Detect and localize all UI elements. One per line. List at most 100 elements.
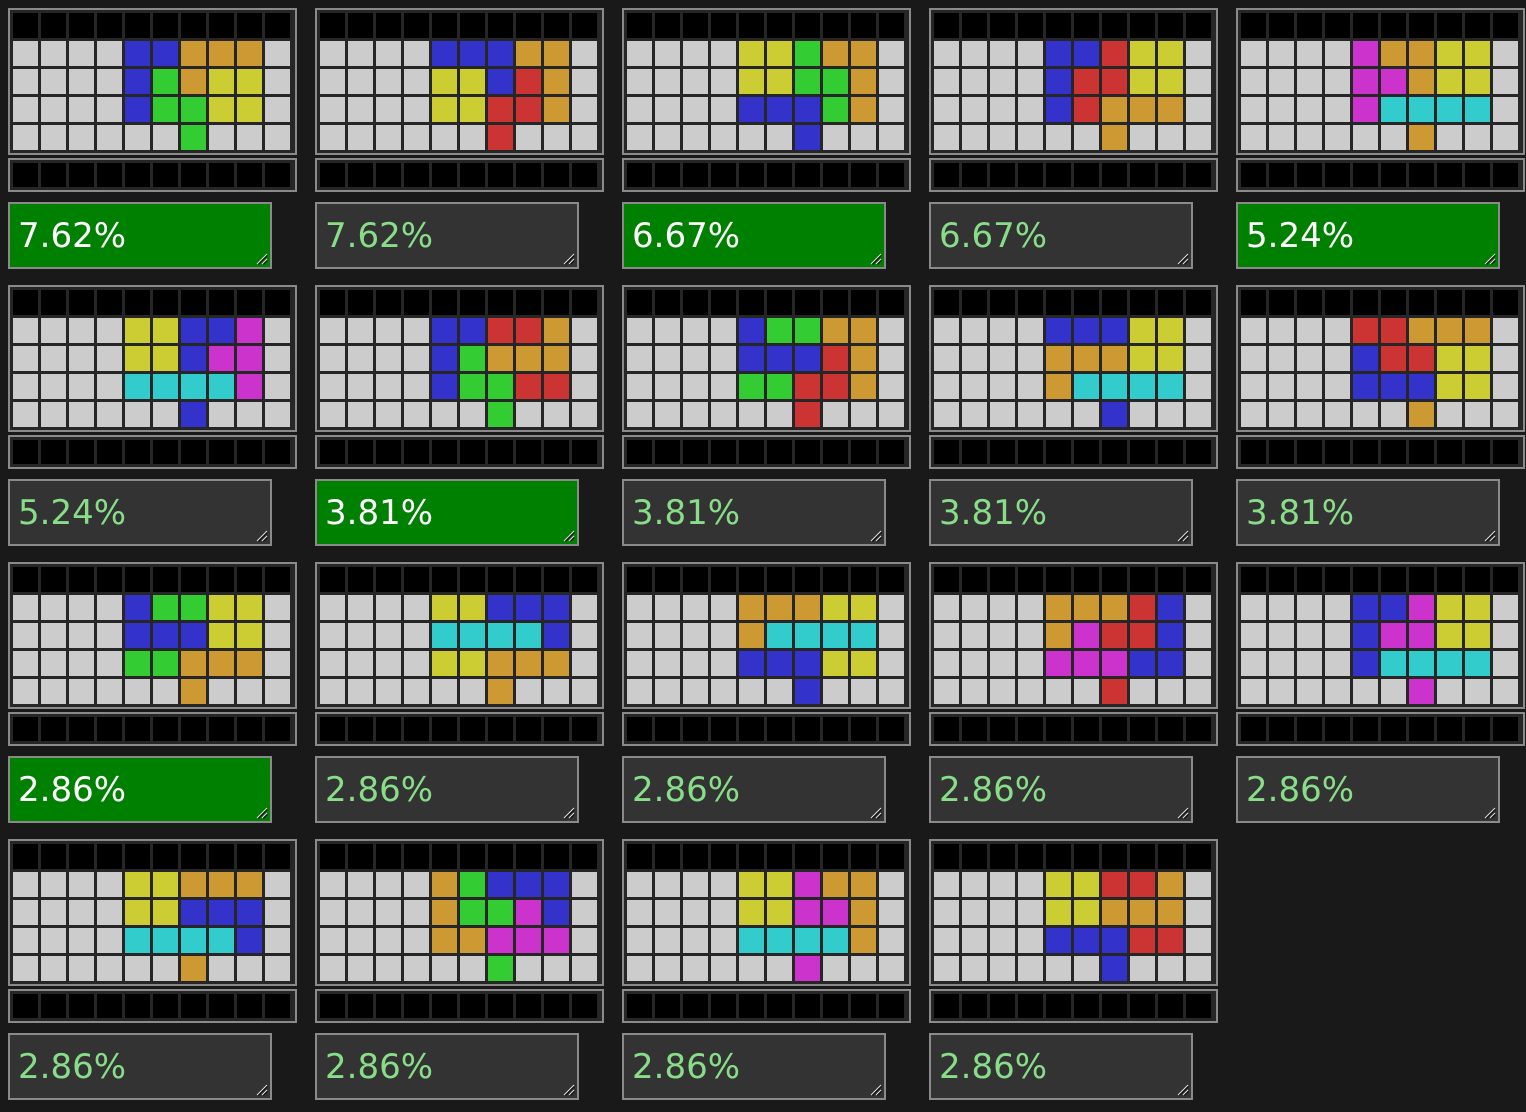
black-cell xyxy=(181,994,206,1018)
probability-label[interactable]: 3.81% xyxy=(1236,479,1500,546)
empty-cell xyxy=(683,956,708,981)
empty-cell xyxy=(1297,623,1322,648)
black-cell xyxy=(13,994,38,1018)
resize-grip-icon[interactable] xyxy=(1175,251,1189,265)
probability-label[interactable]: 7.62% xyxy=(8,202,272,269)
probability-label[interactable]: 3.81% xyxy=(929,479,1193,546)
empty-cell xyxy=(1325,651,1350,676)
black-cell xyxy=(544,994,569,1018)
resize-grip-icon[interactable] xyxy=(254,805,268,819)
probability-label[interactable]: 2.86% xyxy=(315,1033,579,1100)
resize-grip-icon[interactable] xyxy=(1175,1082,1189,1096)
empty-cell xyxy=(1381,679,1406,704)
probability-label[interactable]: 2.86% xyxy=(8,756,272,823)
black-cell xyxy=(1130,717,1155,741)
empty-cell xyxy=(1269,69,1294,94)
black-cell xyxy=(1269,567,1294,592)
resize-grip-icon[interactable] xyxy=(561,251,575,265)
empty-cell xyxy=(627,402,652,427)
probability-label[interactable]: 2.86% xyxy=(1236,756,1500,823)
piece-cell xyxy=(488,956,513,981)
empty-cell xyxy=(879,651,904,676)
piece-cell xyxy=(1074,69,1099,94)
resize-grip-icon[interactable] xyxy=(868,528,882,542)
solution-panel-10: 3.81% xyxy=(1236,285,1525,546)
resize-grip-icon[interactable] xyxy=(1482,805,1496,819)
empty-cell xyxy=(153,956,178,981)
resize-grip-icon[interactable] xyxy=(254,1082,268,1096)
piece-cell xyxy=(460,346,485,371)
black-cell xyxy=(320,567,345,592)
piece-cell xyxy=(181,69,206,94)
black-cell xyxy=(851,290,876,315)
black-cell xyxy=(572,13,597,38)
black-cell xyxy=(237,13,262,38)
board-grid xyxy=(8,8,297,155)
probability-label[interactable]: 2.86% xyxy=(622,1033,886,1100)
black-cell xyxy=(516,163,541,187)
probability-label[interactable]: 5.24% xyxy=(1236,202,1500,269)
empty-cell xyxy=(320,651,345,676)
empty-cell xyxy=(348,928,373,953)
black-cell xyxy=(1437,163,1462,187)
empty-cell xyxy=(265,872,290,897)
probability-label[interactable]: 2.86% xyxy=(8,1033,272,1100)
piece-cell xyxy=(767,623,792,648)
empty-cell xyxy=(823,679,848,704)
probability-label[interactable]: 6.67% xyxy=(622,202,886,269)
resize-grip-icon[interactable] xyxy=(1482,528,1496,542)
black-cell xyxy=(97,290,122,315)
piece-cell xyxy=(516,872,541,897)
empty-cell xyxy=(879,97,904,122)
empty-cell xyxy=(376,956,401,981)
piece-cell xyxy=(1465,318,1490,343)
piece-cell xyxy=(153,69,178,94)
empty-cell xyxy=(69,900,94,925)
probability-label[interactable]: 2.86% xyxy=(622,756,886,823)
resize-grip-icon[interactable] xyxy=(868,805,882,819)
piece-cell xyxy=(237,69,262,94)
probability-label[interactable]: 5.24% xyxy=(8,479,272,546)
probability-label[interactable]: 2.86% xyxy=(929,1033,1193,1100)
resize-grip-icon[interactable] xyxy=(868,1082,882,1096)
empty-cell xyxy=(348,623,373,648)
piece-cell xyxy=(460,318,485,343)
black-cell xyxy=(851,163,876,187)
resize-grip-icon[interactable] xyxy=(1482,251,1496,265)
resize-grip-icon[interactable] xyxy=(868,251,882,265)
probability-label[interactable]: 3.81% xyxy=(315,479,579,546)
probability-label[interactable]: 2.86% xyxy=(315,756,579,823)
piece-cell xyxy=(767,872,792,897)
empty-cell xyxy=(1325,679,1350,704)
probability-text: 5.24% xyxy=(1246,215,1355,256)
probability-label[interactable]: 3.81% xyxy=(622,479,886,546)
black-cell xyxy=(376,290,401,315)
piece-cell xyxy=(125,651,150,676)
resize-grip-icon[interactable] xyxy=(561,1082,575,1096)
empty-cell xyxy=(153,679,178,704)
empty-cell xyxy=(320,402,345,427)
piece-cell xyxy=(795,97,820,122)
empty-cell xyxy=(1353,125,1378,150)
resize-grip-icon[interactable] xyxy=(1175,528,1189,542)
empty-cell xyxy=(962,900,987,925)
resize-grip-icon[interactable] xyxy=(254,528,268,542)
resize-grip-icon[interactable] xyxy=(254,251,268,265)
probability-label[interactable]: 7.62% xyxy=(315,202,579,269)
black-cell xyxy=(767,440,792,464)
black-cell xyxy=(934,994,959,1018)
resize-grip-icon[interactable] xyxy=(1175,805,1189,819)
black-cell xyxy=(1158,440,1183,464)
empty-cell xyxy=(13,41,38,66)
empty-cell xyxy=(739,125,764,150)
piece-cell xyxy=(153,346,178,371)
black-cell xyxy=(711,440,736,464)
empty-cell xyxy=(962,402,987,427)
empty-cell xyxy=(1186,69,1211,94)
resize-grip-icon[interactable] xyxy=(561,528,575,542)
probability-label[interactable]: 2.86% xyxy=(929,756,1193,823)
solution-panel-14: 2.86% xyxy=(929,562,1218,823)
probability-label[interactable]: 6.67% xyxy=(929,202,1193,269)
resize-grip-icon[interactable] xyxy=(561,805,575,819)
black-cell xyxy=(404,994,429,1018)
